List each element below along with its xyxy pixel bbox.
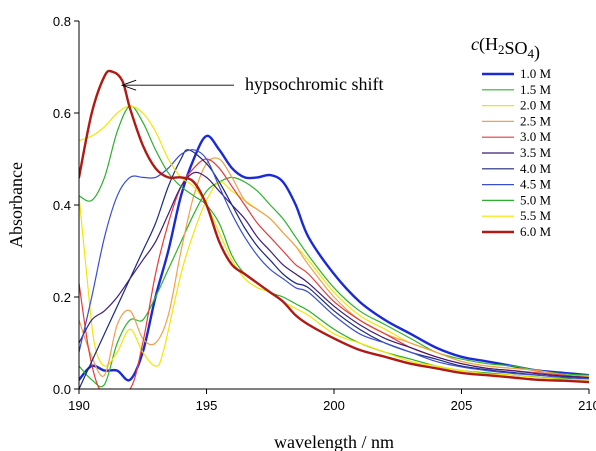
x-tick-label: 190 (68, 398, 90, 413)
y-tick-label: 0.8 (53, 14, 71, 29)
legend-label-1-5-m: 1.5 M (520, 82, 552, 97)
y-axis-label: Absorbance (6, 162, 26, 248)
y-tick-label: 0.4 (53, 198, 71, 213)
x-tick-label: 200 (323, 398, 345, 413)
series-line-2-5-m (79, 157, 589, 379)
legend: c(H2SO4)1.0 M1.5 M2.0 M2.5 M3.0 M3.5 M4.… (471, 34, 552, 239)
x-axis-label: wavelength / nm (274, 432, 394, 451)
plot-area (79, 69, 589, 389)
legend-label-6-0-m: 6.0 M (520, 224, 552, 239)
legend-label-5-0-m: 5.0 M (520, 192, 552, 207)
annotation-text: hypsochromic shift (245, 74, 383, 94)
series-line-3-5-m (79, 171, 589, 379)
x-tick-label: 195 (196, 398, 218, 413)
legend-label-4-0-m: 4.0 M (520, 161, 552, 176)
legend-label-5-5-m: 5.5 M (520, 208, 552, 223)
legend-label-3-5-m: 3.5 M (520, 145, 552, 160)
x-tick-label: 205 (451, 398, 473, 413)
legend-title: c(H2SO4) (471, 34, 540, 63)
legend-label-3-0-m: 3.0 M (520, 129, 552, 144)
annotation-arrow-head (120, 79, 137, 91)
series-line-1-0-m (79, 134, 589, 382)
x-tick-label: 210 (578, 398, 596, 413)
legend-label-2-5-m: 2.5 M (520, 113, 552, 128)
legend-label-2-0-m: 2.0 M (520, 98, 552, 113)
series-line-4-5-m (79, 149, 589, 380)
series-line-4-0-m (79, 149, 589, 389)
series-line-5-5-m (79, 105, 589, 381)
series-line-2-0-m (79, 181, 589, 377)
annotation: hypsochromic shift (120, 74, 383, 94)
y-tick-label: 0.2 (53, 290, 71, 305)
legend-label-1-0-m: 1.0 M (520, 66, 552, 81)
y-tick-label: 0.0 (53, 382, 71, 397)
axes: 190 195 200 205 210 0.0 0.2 0.4 0.6 0.8 wavelength… (6, 14, 596, 451)
legend-label-4-5-m: 4.5 M (520, 177, 552, 192)
y-tick-label: 0.6 (53, 106, 71, 121)
series-line-1-5-m (79, 176, 589, 388)
series-line-6-0-m (79, 69, 589, 384)
